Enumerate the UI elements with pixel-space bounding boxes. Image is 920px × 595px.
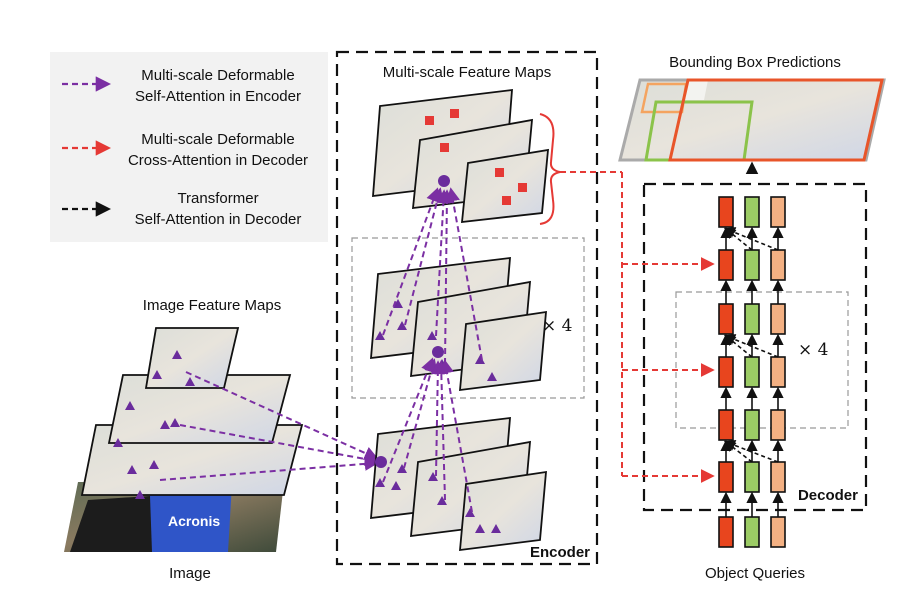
- legend-item-line1: Transformer: [177, 190, 258, 207]
- self-attention-arrow: [724, 227, 753, 251]
- decoder-self-attention-arrows: [720, 226, 784, 517]
- image-feature-map-medium: [107, 374, 292, 444]
- query-token: [744, 461, 760, 493]
- query-token: [718, 461, 734, 493]
- bbox-ball: [684, 80, 708, 100]
- legend: Multi-scale Deformable Self-Attention in…: [50, 52, 328, 242]
- query-token: [718, 196, 734, 228]
- self-attention-arrow: [723, 439, 779, 463]
- query-token: [744, 409, 760, 441]
- photo-player-blue: [148, 484, 232, 552]
- query-point-middle: [432, 346, 444, 358]
- bbox-player-blue-box: [668, 78, 884, 162]
- decoder-label: Decoder: [798, 487, 858, 504]
- encoder: Multi-scale Feature Maps Encoder: [335, 50, 599, 566]
- query-token: [770, 303, 786, 335]
- legend-item-decoder-cross-attention: Multi-scale Deformable Cross-Attention i…: [62, 131, 308, 169]
- object-query-token: [718, 516, 734, 548]
- query-token: [744, 356, 760, 388]
- middle-map-3: [459, 310, 547, 392]
- bbox-predictions: Bounding Box Predictions: [618, 54, 886, 175]
- object-query-token: [770, 516, 786, 548]
- query-token: [718, 356, 734, 388]
- middle-feature-map-stack: [370, 256, 547, 392]
- bbox-image: [618, 78, 886, 162]
- query-token: [770, 356, 786, 388]
- encoder-label: Encoder: [530, 544, 590, 561]
- image-feature-map-small: [144, 327, 240, 389]
- encoder-box: [335, 50, 599, 566]
- multiscale-feature-maps-label: Multi-scale Feature Maps: [383, 64, 551, 81]
- photo-player-dark: [70, 496, 152, 552]
- input-image: Acronis Image: [64, 482, 284, 582]
- output-map-3: [460, 148, 550, 224]
- image-sampling-points: [113, 350, 195, 499]
- query-token: [770, 196, 786, 228]
- encoder-repeat-box: [351, 237, 585, 399]
- legend-item-line2: Self-Attention in Encoder: [135, 88, 301, 105]
- encoder-attention-arrows: [382, 187, 483, 513]
- image-to-encoder-arrows: [159, 371, 379, 481]
- red-sampling-points: [425, 109, 527, 205]
- input-feature-map-stack: [370, 416, 547, 552]
- legend-item-decoder-self-attention: Transformer Self-Attention in Decoder: [62, 190, 301, 228]
- bottom-sampling-points: [375, 464, 501, 533]
- image-feature-maps-label: Image Feature Maps: [143, 297, 281, 314]
- object-query-tokens: [718, 516, 786, 548]
- object-query-token: [744, 516, 760, 548]
- object-queries: Object Queries: [705, 516, 805, 582]
- input-map-3: [459, 470, 547, 552]
- encoder-repeat-label: × 4: [542, 316, 572, 336]
- decoder-box: [642, 182, 868, 512]
- query-token: [718, 249, 734, 281]
- bbox-predictions-label: Bounding Box Predictions: [669, 54, 841, 71]
- decoder: Decoder × 4: [560, 171, 868, 517]
- query-token: [718, 409, 734, 441]
- query-token: [744, 249, 760, 281]
- legend-item-line1: Multi-scale Deformable: [141, 131, 294, 148]
- legend-item-encoder-self-attention: Multi-scale Deformable Self-Attention in…: [62, 67, 301, 105]
- self-attention-arrow: [724, 440, 753, 463]
- cross-attention-arrows: [560, 171, 715, 483]
- arrow-large-to-encoder: [159, 456, 379, 481]
- query-token: [770, 461, 786, 493]
- arrow-medium-to-encoder: [179, 424, 379, 466]
- query-token-rows: [718, 196, 786, 493]
- object-queries-label: Object Queries: [705, 565, 805, 582]
- query-token: [770, 249, 786, 281]
- query-token: [718, 303, 734, 335]
- query-token: [770, 409, 786, 441]
- arrow-small-to-encoder: [185, 371, 379, 460]
- decoder-repeat-label: × 4: [798, 340, 828, 360]
- query-token: [744, 303, 760, 335]
- output-feature-map-stack: [372, 88, 550, 224]
- image-label: Image: [169, 565, 211, 582]
- query-point-bottom: [375, 456, 387, 468]
- self-attention-arrow: [724, 334, 753, 358]
- query-point-top: [438, 175, 450, 187]
- query-token: [744, 196, 760, 228]
- legend-item-line2: Self-Attention in Decoder: [135, 211, 302, 228]
- legend-item-line1: Multi-scale Deformable: [141, 67, 294, 84]
- image-feature-maps: Image Feature Maps: [80, 297, 379, 499]
- photo-sponsor-text: Acronis: [168, 513, 220, 529]
- legend-item-line2: Cross-Attention in Decoder: [128, 152, 308, 169]
- decoder-repeat-box: [675, 291, 849, 429]
